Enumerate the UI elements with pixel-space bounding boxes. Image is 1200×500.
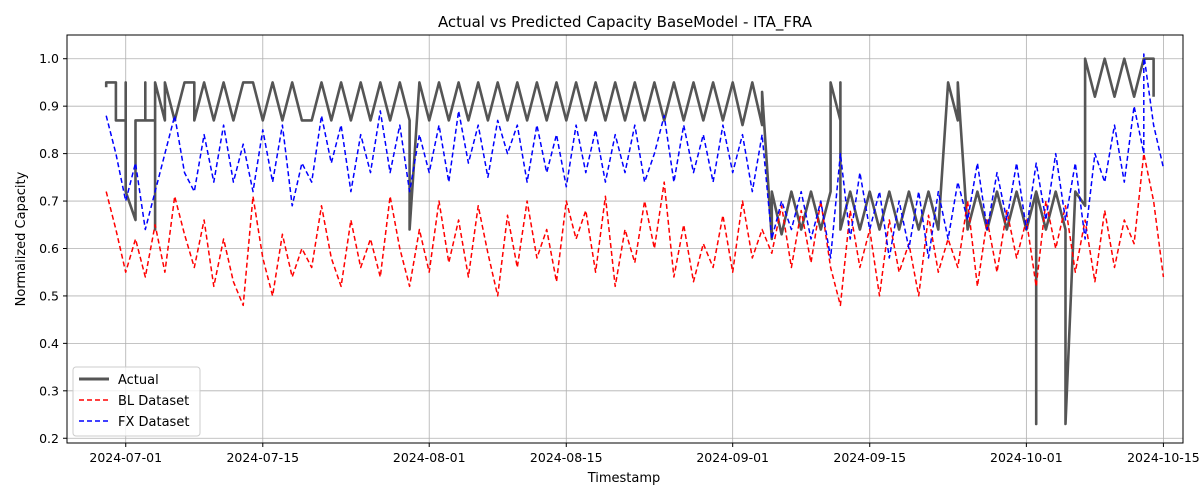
x-tick-label: 2024-08-01 — [393, 450, 466, 465]
x-axis-title: Timestamp — [587, 471, 661, 486]
chart-title: Actual vs Predicted Capacity BaseModel -… — [438, 13, 813, 32]
series-line-fx-dataset — [105, 53, 1165, 259]
y-tick-label: 1.0 — [39, 51, 59, 66]
series-line-bl-dataset — [105, 152, 1165, 307]
x-tick-label: 2024-08-15 — [530, 450, 603, 465]
legend-frame — [72, 366, 201, 437]
legend: Actual BL Dataset FX Dataset — [72, 366, 201, 437]
y-tick-label: 0.8 — [39, 146, 59, 161]
x-tick-label: 2024-10-01 — [990, 450, 1063, 465]
legend-label-bl-dataset: BL Dataset — [118, 394, 189, 409]
legend-label-actual: Actual — [118, 373, 159, 388]
plot-frame — [66, 34, 1184, 444]
y-tick-label: 0.3 — [39, 383, 59, 398]
x-tick-label: 2024-09-01 — [696, 450, 769, 465]
x-tick-label: 2024-07-15 — [226, 450, 299, 465]
grid-lines — [67, 35, 1183, 443]
y-tick-label: 0.5 — [39, 288, 59, 303]
series-line-actual — [104, 57, 1155, 426]
y-tick-label: 0.6 — [39, 241, 59, 256]
y-tick-label: 0.2 — [39, 431, 59, 446]
y-tick-label: 0.7 — [39, 194, 59, 209]
x-tick-label: 2024-10-15 — [1127, 450, 1200, 465]
legend-label-fx-dataset: FX Dataset — [118, 415, 189, 430]
y-tick-label: 0.9 — [39, 99, 59, 114]
x-tick-label: 2024-07-01 — [89, 450, 162, 465]
y-axis-title: Normalized Capacity — [14, 171, 29, 306]
y-tick-label: 0.4 — [39, 336, 59, 351]
tick-group: 2024-07-01 2024-07-15 2024-08-01 2024-08-15… — [39, 51, 1200, 465]
x-tick-label: 2024-09-15 — [833, 450, 906, 465]
series-group — [104, 53, 1165, 426]
